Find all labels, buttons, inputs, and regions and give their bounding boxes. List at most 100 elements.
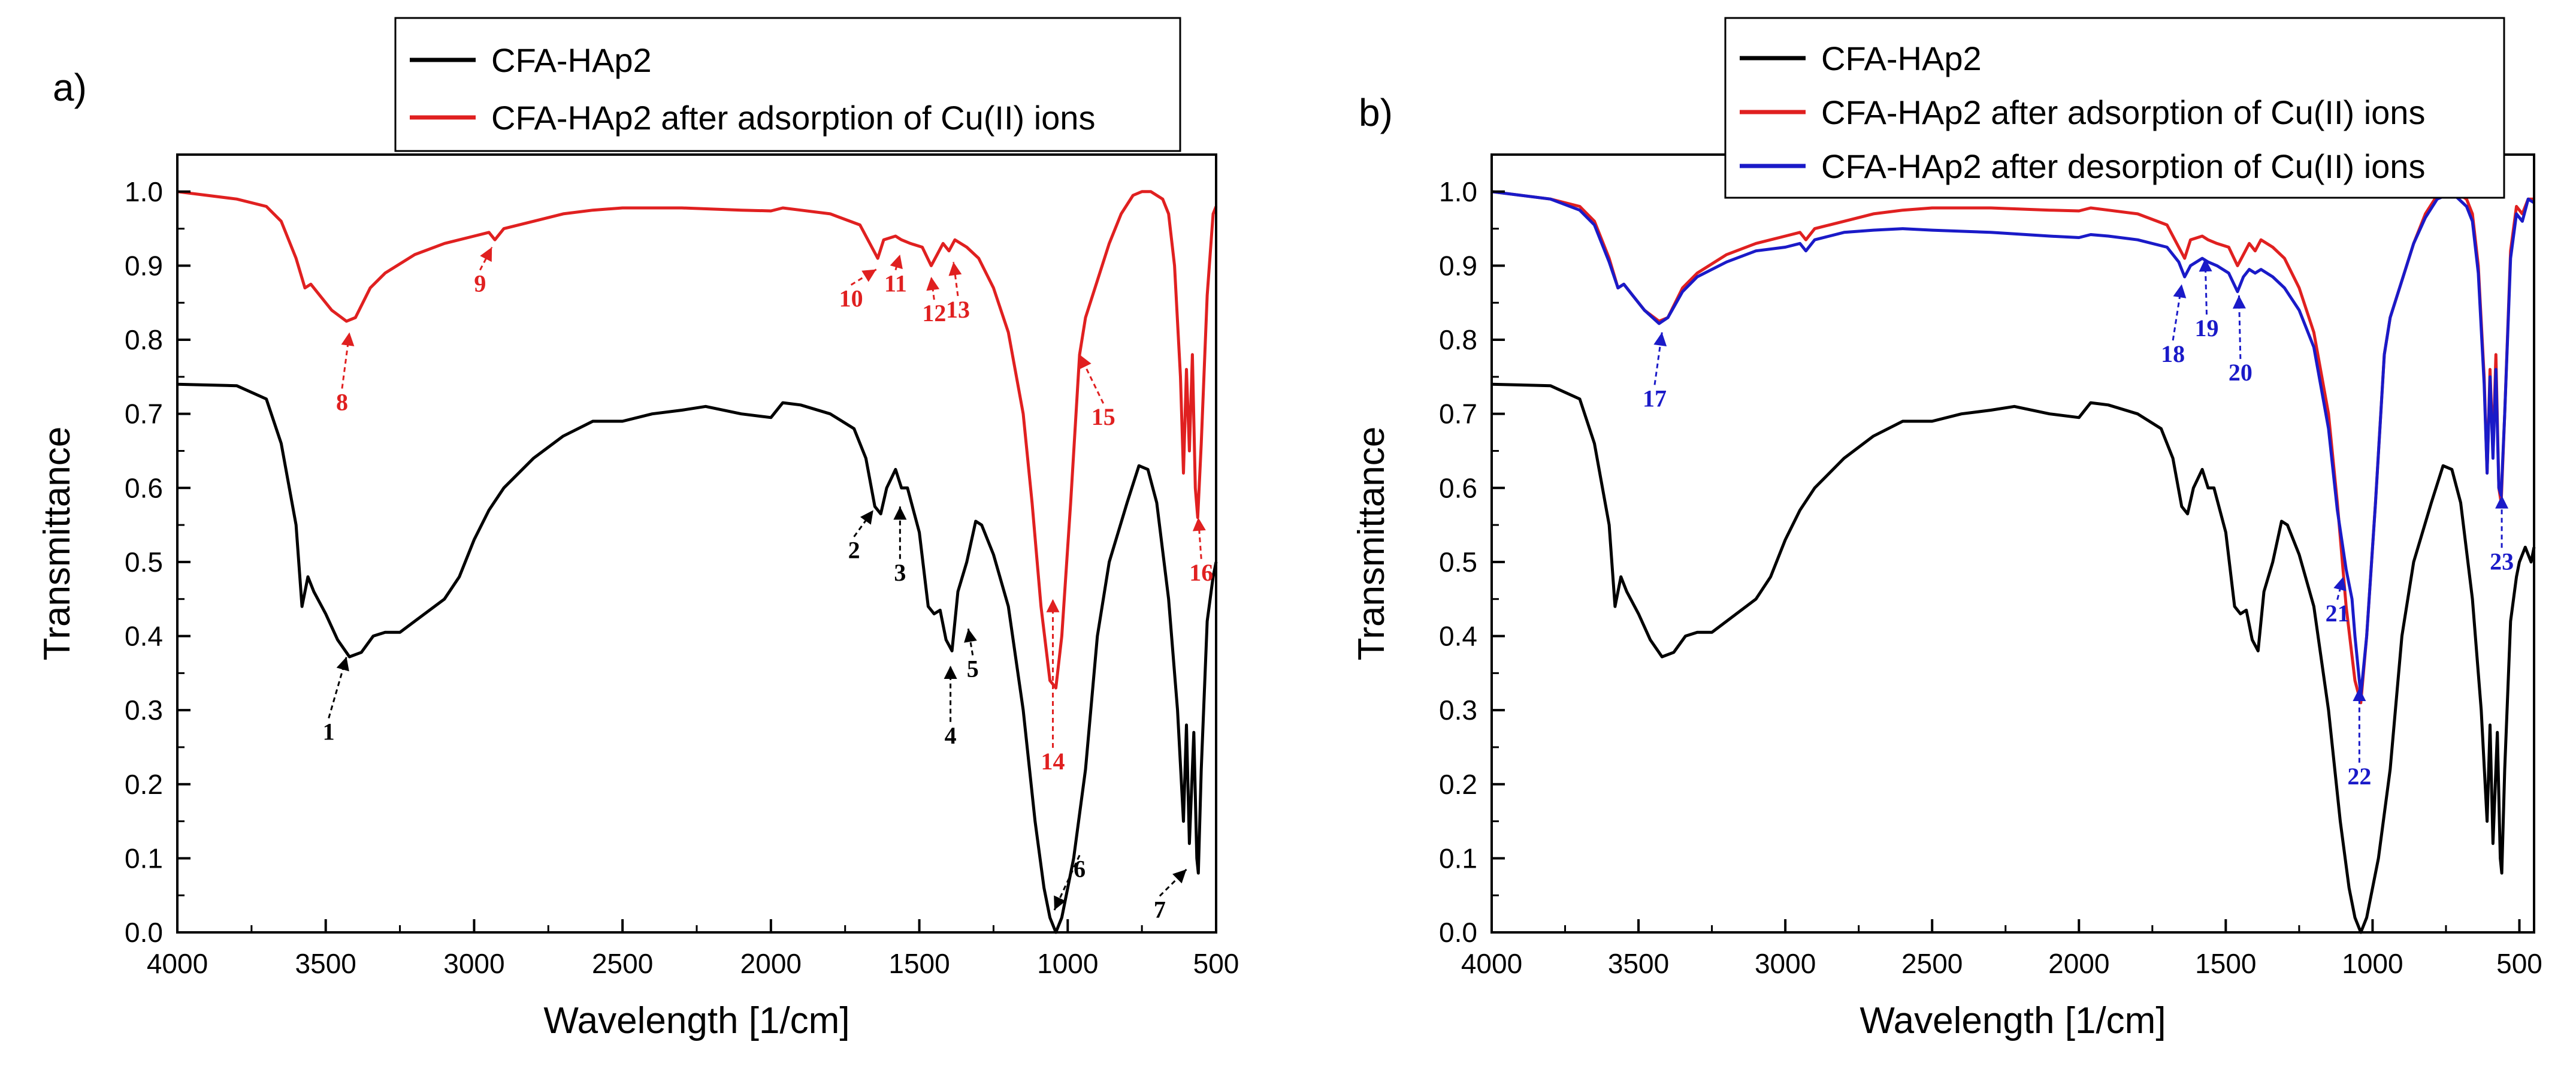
- y-axis-title: Transmittance: [1351, 427, 1392, 661]
- peak-annotation: 12: [922, 277, 946, 327]
- annotation-label: 21: [2326, 600, 2350, 627]
- peak-annotation: 16: [1189, 518, 1213, 586]
- peak-annotation: 17: [1643, 333, 1667, 412]
- peak-annotation: 11: [884, 255, 907, 297]
- x-axis-title: Wavelength [1/cm]: [1860, 1000, 2166, 1041]
- annotation-arrowhead: [2495, 496, 2508, 509]
- annotation-label: 9: [474, 270, 486, 297]
- y-tick-label: 0.7: [125, 398, 163, 430]
- annotation-label: 14: [1041, 748, 1065, 775]
- x-tick-label: 2500: [592, 948, 653, 979]
- annotation-arrowhead: [926, 277, 939, 291]
- annotation-label: 22: [2347, 763, 2371, 790]
- x-tick-label: 3000: [1755, 948, 1816, 979]
- legend-entry: CFA-HAp2 after adsorption of Cu(II) ions: [491, 99, 1095, 137]
- x-tick-label: 2000: [740, 948, 802, 979]
- annotation-arrowhead: [337, 657, 349, 671]
- peak-annotation: 3: [893, 506, 906, 586]
- peak-annotation: 23: [2490, 496, 2514, 575]
- x-tick-label: 2000: [2048, 948, 2109, 979]
- y-tick-label: 0.5: [125, 546, 163, 578]
- chart-panel-b: b) 4000 3500 3000 2500 2000 1500 1000 500 0.0 0.1 0…: [1351, 18, 2542, 1041]
- peak-annotation: 19: [2194, 258, 2218, 342]
- x-tick-label: 1500: [2195, 948, 2256, 979]
- x-tick-label: 1000: [2342, 948, 2403, 979]
- y-tick-label: 1.0: [125, 176, 163, 207]
- annotation-arrowhead: [948, 262, 962, 276]
- annotation-label: 17: [1643, 385, 1667, 412]
- peak-annotation: 20: [2229, 295, 2253, 386]
- x-tick-label: 3000: [443, 948, 504, 979]
- annotation-label: 4: [945, 722, 957, 749]
- y-tick-label: 1.0: [1439, 176, 1477, 207]
- x-tick-label: 3500: [295, 948, 356, 979]
- peak-annotation: 18: [2161, 284, 2186, 367]
- x-tick-label: 4000: [1461, 948, 1522, 979]
- annotation-label: 20: [2229, 359, 2253, 386]
- peak-annotation: 10: [839, 270, 876, 312]
- x-tick-label: 3500: [1608, 948, 1669, 979]
- annotation-label: 23: [2490, 548, 2514, 575]
- annotation-label: 11: [884, 270, 907, 297]
- panel-label: a): [53, 66, 87, 109]
- annotation-label: 5: [967, 656, 979, 683]
- annotation-label: 12: [922, 300, 946, 327]
- annotation-arrowhead: [341, 333, 355, 346]
- peak-annotation: 22: [2347, 688, 2371, 790]
- annotation-arrowhead: [890, 255, 903, 269]
- x-axis-title: Wavelength [1/cm]: [543, 1000, 849, 1041]
- y-tick-label: 0.1: [125, 842, 163, 874]
- x-tick-label: 2500: [1901, 948, 1963, 979]
- legend: CFA-HAp2 CFA-HAp2 after adsorption of Cu(…: [1725, 18, 2504, 198]
- peak-annotation: 1: [323, 657, 349, 745]
- annotation-arrowhead: [964, 629, 977, 643]
- y-tick-label: 0.9: [125, 250, 163, 281]
- x-tick-label: 500: [2496, 948, 2542, 979]
- annotation-arrowhead: [1047, 599, 1060, 612]
- legend-entry: CFA-HAp2: [491, 41, 652, 79]
- peak-annotation: 13: [946, 262, 970, 323]
- peak-annotation: 7: [1154, 869, 1187, 923]
- y-tick-label: 0.4: [125, 621, 163, 652]
- annotation-label: 15: [1092, 403, 1115, 430]
- y-tick-label: 0.6: [125, 472, 163, 503]
- x-tick-label: 1000: [1037, 948, 1098, 979]
- annotation-arrowhead: [861, 270, 876, 282]
- annotation-arrowhead: [2233, 295, 2246, 309]
- y-tick-label: 0.8: [1439, 324, 1477, 355]
- plot-frame: [177, 155, 1216, 932]
- annotation-arrowhead: [893, 506, 906, 520]
- peak-annotation: 4: [944, 666, 957, 749]
- annotation-label: 3: [894, 559, 906, 586]
- x-tick-label: 4000: [147, 948, 208, 979]
- plot-frame: [1492, 155, 2534, 932]
- annotation-arrowhead: [2173, 284, 2187, 298]
- annotation-label: 1: [323, 718, 335, 745]
- annotation-label: 16: [1189, 559, 1213, 586]
- annotation-arrowhead: [860, 510, 873, 524]
- annotation-label: 8: [336, 388, 348, 415]
- y-tick-label: 0.4: [1439, 621, 1477, 652]
- y-axis-title: Transmittance: [37, 427, 78, 661]
- y-tick-label: 0.8: [125, 324, 163, 355]
- peak-annotation: 9: [474, 247, 492, 297]
- y-tick-label: 0.1: [1439, 842, 1477, 874]
- legend-entry: CFA-HAp2 after desorption of Cu(II) ions: [1821, 147, 2425, 185]
- y-tick-label: 0.0: [125, 917, 163, 948]
- annotation-label: 2: [848, 537, 860, 564]
- y-tick-label: 0.2: [125, 769, 163, 800]
- annotation-label: 7: [1154, 896, 1166, 923]
- chart-panel-a: a) 4000 3500 3000 2500 2000 1500 1000 500 0.0 0.1 0…: [37, 18, 1239, 1041]
- series-line-3: [1492, 192, 2534, 696]
- y-tick-label: 0.0: [1439, 917, 1477, 948]
- legend: CFA-HAp2 CFA-HAp2 after adsorption of Cu(…: [395, 18, 1180, 151]
- annotation-arrowhead: [1653, 333, 1667, 346]
- panel-label: b): [1359, 91, 1393, 134]
- peak-annotation: 2: [848, 510, 873, 563]
- annotation-arrowhead: [1080, 355, 1092, 370]
- annotation-label: 10: [839, 285, 863, 312]
- peak-annotation: 8: [336, 333, 354, 416]
- x-tick-label: 500: [1193, 948, 1239, 979]
- y-tick-label: 0.6: [1439, 472, 1477, 503]
